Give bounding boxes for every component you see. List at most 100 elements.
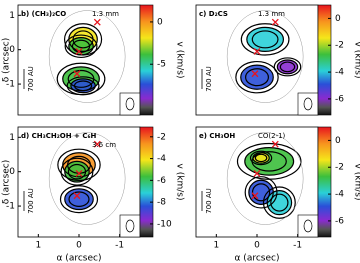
source-mark (271, 18, 279, 26)
scale-label: 700 AU (27, 66, 35, 92)
colorbar-label: v (km/s) (353, 42, 360, 79)
colorbar-tick-label: -4 (157, 154, 166, 164)
y-axis-label: δ (arcsec) (2, 160, 12, 205)
contour (246, 26, 285, 53)
colorbar-tick-label: -2 (157, 132, 166, 142)
contour-faint (226, 10, 304, 103)
source-mark (251, 192, 259, 200)
contour (235, 60, 279, 94)
colorbar (317, 4, 332, 116)
contour (254, 153, 268, 163)
colorbar-label: v (km/s) (175, 164, 185, 201)
x-axis-label: α (arcsec) (57, 254, 102, 263)
contour-faint (48, 132, 126, 225)
contour (266, 189, 293, 216)
x-tick-label: -1 (115, 241, 124, 251)
x-tick-label: 1 (35, 241, 41, 251)
scale-label: 700 AU (27, 188, 35, 214)
contour (251, 183, 271, 202)
contour (249, 150, 273, 166)
colorbar-tick-label: -5 (157, 60, 166, 70)
x-tick-label: 0 (76, 241, 82, 251)
panel-note: 1.3 mm (258, 10, 285, 18)
contour (270, 193, 289, 212)
contour (252, 152, 270, 164)
colorbar-tick-label: -6 (157, 176, 166, 186)
contour (262, 186, 296, 219)
colorbar-tick-label: 0 (335, 14, 341, 24)
x-tick-label: 0 (254, 241, 260, 251)
contour (244, 147, 295, 176)
contour (71, 39, 91, 53)
colorbar-tick-label: -4 (335, 190, 344, 200)
contour (57, 148, 101, 182)
contour (64, 188, 94, 211)
source-mark (271, 140, 279, 148)
x-tick-label: 1 (213, 241, 219, 251)
source-mark (75, 169, 83, 177)
contour (67, 163, 87, 180)
panel: 700 AU e) CH₃OH CO(2-1) 1 0 -1 α (arcsec) 0 -2 -4… (195, 126, 360, 263)
beam (303, 97, 313, 111)
panel-title: c) D₂CS (199, 10, 228, 18)
colorbar-tick-label: -6 (335, 94, 344, 104)
panel-note: CO(2-1) (258, 132, 286, 140)
contour (251, 30, 279, 49)
contour-faint (226, 132, 304, 225)
source-mark (253, 47, 261, 55)
beam (125, 97, 135, 111)
beam (125, 219, 135, 233)
panel-frame (17, 4, 141, 116)
scale-label: 700 AU (205, 188, 213, 214)
scale-label: 700 AU (205, 66, 213, 92)
contour (64, 34, 98, 59)
x-axis-label: α (arcsec) (235, 254, 280, 263)
contour (68, 191, 90, 208)
contour (245, 68, 269, 87)
contour (240, 23, 290, 56)
colorbar (139, 4, 154, 116)
colorbar-tick-label: -2 (335, 41, 344, 51)
source-mark (253, 169, 261, 177)
contour (273, 57, 302, 77)
colorbar (317, 126, 332, 238)
source-mark (93, 140, 101, 148)
contour (60, 157, 94, 186)
contour (240, 64, 274, 90)
source-mark (73, 192, 81, 200)
contour (64, 160, 90, 183)
contour (66, 76, 100, 96)
source-mark (73, 70, 81, 78)
y-tick-label: 0 (9, 45, 15, 55)
colorbar-tick-label: 0 (335, 136, 341, 146)
y-tick-label: 1 (9, 133, 15, 143)
beam-box (297, 92, 319, 116)
panel-title: e) CH₃OH (199, 132, 235, 140)
colorbar-label: v (km/s) (353, 164, 360, 201)
y-tick-label: 1 (9, 11, 15, 21)
y-tick-label: 0 (9, 167, 15, 177)
contour (244, 176, 278, 209)
source-mark (93, 18, 101, 26)
beam (303, 219, 313, 233)
colorbar-tick-label: -6 (335, 216, 344, 226)
colorbar-label: v (km/s) (175, 42, 185, 79)
panel-note: 1.3 mm (92, 10, 119, 18)
source-mark (75, 47, 83, 55)
panel: 700 AU c) D₂CS 1.3 mm 0 -2 -4 -6 v (km/s) (195, 4, 360, 116)
colorbar-tick-label: 0 (157, 17, 163, 27)
beam-box (297, 214, 319, 238)
contour (59, 185, 99, 214)
colorbar-tick-label: -2 (335, 163, 344, 173)
colorbar-tick-label: -8 (157, 198, 166, 208)
contour (276, 59, 299, 75)
contour (73, 80, 93, 92)
contour (70, 78, 96, 94)
beam-box (119, 214, 141, 238)
beam-box (119, 92, 141, 116)
x-tick-label: -1 (293, 241, 302, 251)
panel-frame (195, 4, 319, 116)
source-mark (251, 70, 259, 78)
